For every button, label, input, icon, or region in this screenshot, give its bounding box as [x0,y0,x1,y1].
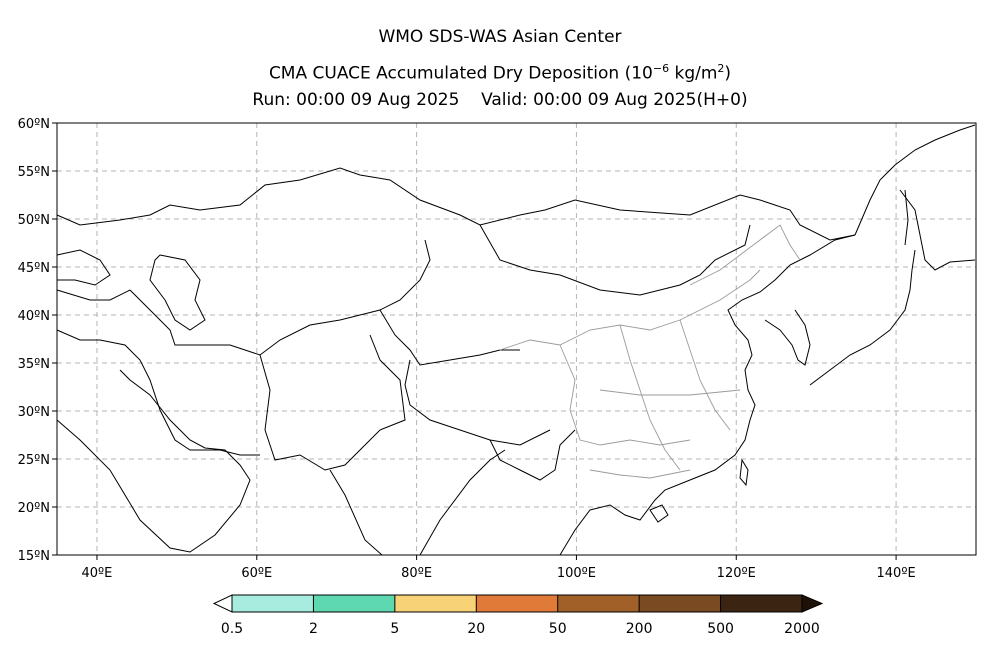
lat-label: 45ºN [18,261,50,276]
coastline-hainan [649,504,669,523]
province-line [689,224,801,286]
province-line [499,309,701,351]
lon-label: 100ºE [557,566,596,581]
colorbar-label: 5 [390,621,399,637]
lat-label: 50ºN [18,213,50,228]
run-valid-line: Run: 00:00 09 Aug 2025 Valid: 00:00 09 A… [0,90,1000,110]
graticule [57,123,976,555]
colorbar-label: 500 [707,621,734,637]
colorbar-labels: 0.5 2 5 20 50 200 500 2000 [221,621,820,637]
colorbar-label: 200 [626,621,653,637]
lat-label: 60ºN [18,117,50,132]
province-line [699,269,761,311]
province-line [589,469,691,479]
coastline-korea [764,309,811,366]
product-unit-exponent: 2 [717,62,725,75]
lat-label: 35ºN [18,357,50,372]
province-line [619,324,681,471]
latitude-labels: 60ºN 55ºN 50ºN 45ºN 40ºN 35ºN 30ºN 25ºN 20ºN 15ºN [18,117,57,564]
product-prefix: CMA CUACE Accumulated Dry Deposition (10 [268,63,653,84]
border-russia-south [56,167,856,241]
lat-label: 25ºN [18,453,50,468]
border-turkey [56,289,131,341]
colorbar-label: 2000 [784,621,820,637]
coastline-taiwan [739,458,749,487]
colorbar-segment [557,595,640,612]
coastline-india [329,449,506,556]
lon-label: 60ºE [241,566,272,581]
colorbar-segment [476,595,558,612]
map-frame [56,122,977,556]
lon-label: 80ºE [401,566,432,581]
border-iran [99,339,260,456]
longitude-labels: 40ºE 60ºE 80ºE 100ºE 120ºE 140ºE [82,555,916,581]
lon-label: 40ºE [82,566,113,581]
border-central-asia [129,239,431,356]
coastline-black-sea [56,249,111,286]
border-india-east [489,429,576,481]
valid-time: Valid: 00:00 09 Aug 2025(H+0) [481,90,748,110]
product-title: CMA CUACE Accumulated Dry Deposition (10… [0,62,1000,84]
colorbar-segment [720,595,802,612]
border-afghan-pak [259,334,406,471]
lon-label: 120ºE [717,566,756,581]
border-china-west [379,309,551,446]
border-mongolia-china [479,224,751,296]
colorbar-under-arrow [212,594,233,613]
run-time: Run: 00:00 09 Aug 2025 [252,90,460,110]
colorbar-segment [394,595,477,612]
colorbar-segment [232,595,314,612]
colorbar-segment [639,595,721,612]
colorbar-over-arrow [801,594,824,613]
coastline-sakhalin [904,189,909,246]
colorbar-label: 0.5 [221,621,243,637]
colorbar-label: 2 [309,621,318,637]
lat-label: 55ºN [18,165,50,180]
lat-label: 20ºN [18,501,50,516]
colorbar [212,594,824,613]
province-line [559,344,691,446]
coastlines-borders [56,124,976,556]
coastline-japan [809,249,916,386]
product-exponent: −6 [652,62,670,75]
lat-label: 30ºN [18,405,50,420]
coastline-russia-east [854,124,976,271]
lat-label: 40ºN [18,309,50,324]
coastline-se-asia [559,234,856,556]
border-caspian [149,254,206,331]
coastline-arabia [56,369,251,553]
china-province-borders [499,224,801,479]
lat-label: 15ºN [18,549,50,564]
center-title: WMO SDS-WAS Asian Center [378,27,622,47]
province-line [679,319,731,431]
colorbar-segment [313,595,395,612]
lon-label: 140ºE [877,566,916,581]
colorbar-label: 50 [549,621,567,637]
colorbar-label: 20 [467,621,485,637]
product-suffix: ) [724,63,732,84]
province-line [599,389,741,396]
product-unit: kg/m [669,63,718,84]
